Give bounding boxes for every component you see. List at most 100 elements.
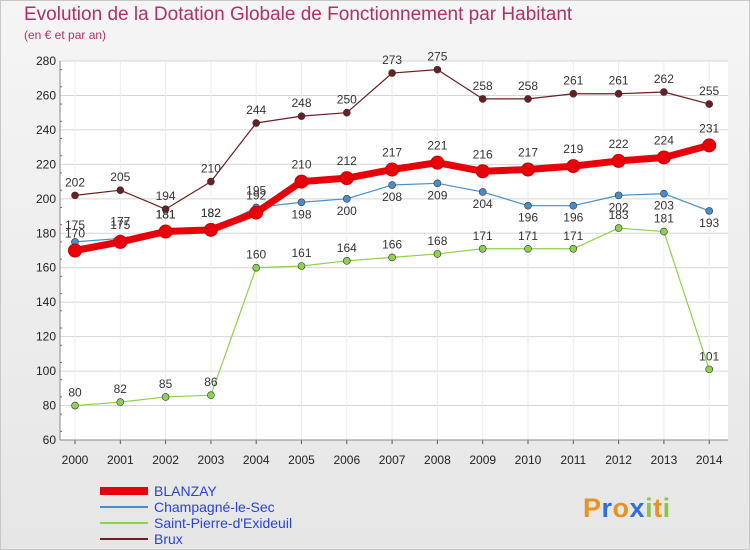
legend-label-champagne-le-sec: Champagné-le-Sec <box>154 499 275 515</box>
y-tick-label: 280 <box>36 54 56 68</box>
x-tick-label: 2007 <box>379 453 406 467</box>
y-tick-label: 220 <box>36 157 56 171</box>
data-point-saint-pierre-d-exideuil <box>524 244 532 253</box>
data-point-saint-pierre-d-exideuil <box>388 253 396 262</box>
data-label-champagne-le-sec: 193 <box>699 216 719 230</box>
data-label-saint-pierre-d-exideuil: 164 <box>337 241 357 255</box>
data-point-brux <box>660 88 668 96</box>
data-point-blanzay <box>249 205 264 220</box>
x-tick-label: 2003 <box>198 453 225 467</box>
data-label-blanzay: 231 <box>699 121 719 135</box>
data-label-champagne-le-sec: 202 <box>609 200 629 214</box>
logo-letter: i <box>662 493 671 523</box>
x-tick-label: 2006 <box>333 453 360 467</box>
y-tick-label: 160 <box>36 261 56 275</box>
x-tick-label: 2009 <box>469 453 496 467</box>
data-point-champagne-le-sec <box>342 195 351 203</box>
data-point-brux <box>71 191 79 200</box>
data-label-champagne-le-sec: 196 <box>518 211 538 225</box>
logo-letter: i <box>645 493 654 523</box>
data-label-champagne-le-sec: 196 <box>563 211 583 225</box>
data-point-champagne-le-sec <box>660 189 668 198</box>
data-label-blanzay: 182 <box>201 206 221 220</box>
data-point-brux <box>207 177 215 186</box>
data-point-champagne-le-sec <box>569 201 578 210</box>
data-point-saint-pierre-d-exideuil <box>207 391 215 400</box>
data-point-brux <box>614 89 623 98</box>
legend-label-brux: Brux <box>154 531 183 547</box>
data-label-brux: 202 <box>65 175 85 189</box>
data-point-saint-pierre-d-exideuil <box>71 401 79 410</box>
data-point-saint-pierre-d-exideuil <box>614 224 623 232</box>
data-label-saint-pierre-d-exideuil: 101 <box>699 349 719 363</box>
data-point-brux <box>116 186 125 195</box>
data-point-brux <box>342 108 351 117</box>
data-label-blanzay: 216 <box>473 147 493 161</box>
data-label-brux: 210 <box>201 162 221 176</box>
data-point-brux <box>161 205 170 213</box>
logo-letter: o <box>612 493 630 523</box>
data-point-champagne-le-sec <box>388 181 396 189</box>
chart-subtitle: (en € et par an) <box>24 28 107 42</box>
data-point-champagne-le-sec <box>478 188 487 196</box>
data-label-champagne-le-sec: 208 <box>382 190 402 204</box>
data-point-brux <box>388 69 396 77</box>
y-tick-label: 260 <box>36 88 56 102</box>
data-label-champagne-le-sec: 181 <box>156 208 176 222</box>
data-label-brux: 194 <box>156 189 176 203</box>
data-point-saint-pierre-d-exideuil <box>433 250 442 258</box>
data-label-blanzay: 175 <box>110 218 130 232</box>
data-label-brux: 273 <box>382 53 402 67</box>
data-label-blanzay: 210 <box>291 158 311 172</box>
data-label-saint-pierre-d-exideuil: 171 <box>563 229 583 243</box>
data-label-blanzay: 222 <box>609 137 629 151</box>
data-label-blanzay: 217 <box>382 146 402 160</box>
y-tick-label: 60 <box>43 433 57 447</box>
data-label-champagne-le-sec: 200 <box>337 204 357 218</box>
data-label-saint-pierre-d-exideuil: 168 <box>427 234 447 248</box>
data-point-blanzay <box>702 138 717 153</box>
data-label-brux: 244 <box>246 103 266 117</box>
data-point-brux <box>569 89 578 98</box>
logo-letter: t <box>653 493 663 523</box>
y-tick-label: 140 <box>36 295 56 309</box>
data-point-blanzay <box>611 153 626 168</box>
data-label-brux: 262 <box>654 72 674 86</box>
data-label-champagne-le-sec: 204 <box>473 197 493 211</box>
x-tick-label: 2002 <box>152 453 179 467</box>
x-tick-label: 2013 <box>651 453 678 467</box>
x-tick-label: 2001 <box>107 453 134 467</box>
data-point-champagne-le-sec <box>524 201 532 210</box>
y-tick-label: 120 <box>36 330 56 344</box>
data-label-brux: 255 <box>699 84 719 98</box>
data-point-champagne-le-sec <box>705 207 714 215</box>
data-point-saint-pierre-d-exideuil <box>342 257 351 265</box>
data-label-blanzay: 212 <box>337 154 357 168</box>
data-point-brux <box>297 112 306 120</box>
data-label-blanzay: 192 <box>246 189 266 203</box>
chart-title: Evolution de la Dotation Globale de Fonc… <box>24 4 573 25</box>
plot-area <box>60 61 728 440</box>
proxiti-logo: Proxiti <box>583 493 671 524</box>
data-point-champagne-le-sec <box>433 179 442 188</box>
x-tick-label: 2005 <box>288 453 315 467</box>
data-label-champagne-le-sec: 198 <box>291 207 311 221</box>
data-label-blanzay: 221 <box>427 139 447 153</box>
logo-letter: x <box>629 493 646 523</box>
logo-letter: r <box>601 493 613 523</box>
data-label-saint-pierre-d-exideuil: 85 <box>159 377 173 391</box>
data-label-blanzay: 217 <box>518 146 538 160</box>
data-label-blanzay: 181 <box>156 208 176 222</box>
data-point-blanzay <box>294 174 309 189</box>
data-label-brux: 250 <box>337 93 357 107</box>
data-point-blanzay <box>385 162 400 177</box>
logo-letter: P <box>583 493 602 523</box>
x-tick-label: 2014 <box>696 453 723 467</box>
y-tick-label: 80 <box>43 399 57 413</box>
data-label-brux: 205 <box>110 170 130 184</box>
data-point-blanzay <box>656 150 671 165</box>
data-point-saint-pierre-d-exideuil <box>161 393 170 401</box>
data-label-brux: 258 <box>518 79 538 93</box>
data-point-blanzay <box>339 171 354 186</box>
data-label-blanzay: 170 <box>65 227 85 241</box>
